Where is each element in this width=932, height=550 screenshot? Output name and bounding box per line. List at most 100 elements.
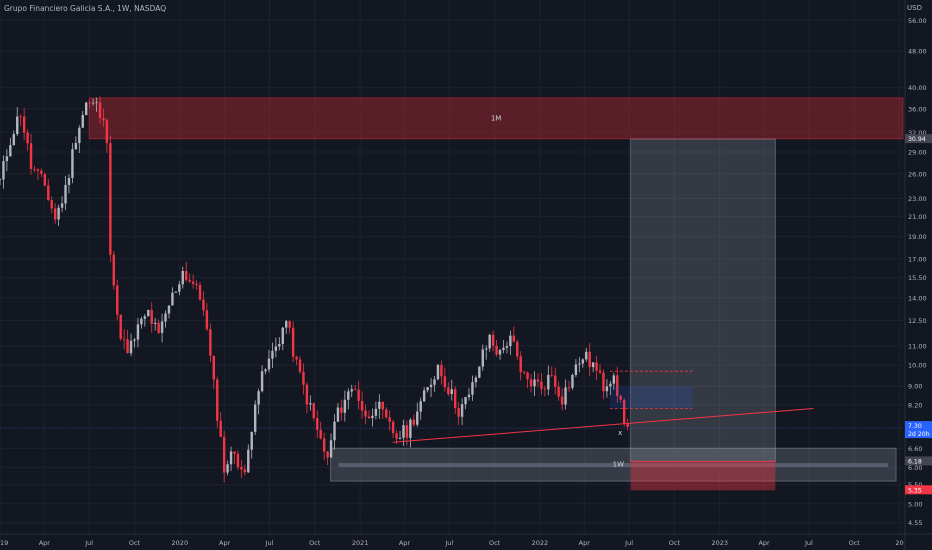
candle-body [350,389,353,392]
candle-body [578,363,581,365]
candle-body [309,403,312,405]
x-tick-label: Oct [489,539,501,547]
candle-body [547,374,550,390]
candle-body [240,467,243,470]
candle-body [326,451,329,458]
y-tick-label: 11.00 [908,343,927,351]
x-tick-label: Oct [849,539,861,547]
y-tick-label: 23.00 [908,195,927,203]
candle-body [209,329,212,356]
candle-body [367,416,371,419]
y-tick-label: 10.00 [908,362,927,370]
y-tick-label: 48.00 [908,48,927,56]
candle-body [498,350,502,355]
candle-body [391,421,395,434]
candle-body [388,417,391,422]
candle-body [191,281,195,284]
candle-body [433,379,436,385]
candle-body [529,379,533,387]
zone-label: 1W [613,461,624,469]
y-tick-label: 12.50 [908,317,927,325]
candle-body [536,379,540,382]
candle-body [153,322,157,324]
candle-body [453,389,457,409]
candle-body [253,404,257,432]
candle-body [160,321,164,333]
candle-body [374,408,378,416]
price-label-current: 7.30 [908,423,922,430]
candle-body [147,309,150,317]
candle-body [491,334,495,346]
candle-body [291,327,295,357]
candle-body [409,419,412,438]
candle-body [181,271,184,285]
candle-body [285,321,288,328]
candle-body [22,116,26,133]
y-tick-label: 26.00 [908,170,927,178]
y-tick-label: 36.00 [908,105,927,113]
candle-body [305,384,309,405]
candle-body [505,346,509,348]
candle-body [157,322,160,333]
candle-body [557,386,560,397]
currency-label: USD [907,4,922,12]
candle-body [602,372,605,392]
candle-body [488,334,491,349]
candle-body [357,389,360,401]
price-label-bg-stop [905,485,932,495]
candle-body [64,184,67,204]
candle-body [19,116,22,118]
candle-body [353,389,357,391]
x-tick-label: Apr [758,539,770,547]
candle-body [222,436,226,473]
candle-body [143,316,147,319]
candle-body [440,364,443,377]
candle-body [509,335,512,347]
candle-body [150,309,153,324]
y-tick-label: 21.00 [908,213,927,221]
zone-1m [88,97,904,140]
candle-body [164,313,167,322]
candle-body [516,341,519,357]
candle-body [302,371,305,385]
candle-body [395,433,398,439]
candle-body [343,399,347,413]
candle-body [316,418,319,430]
candle-body [364,410,367,417]
candle-body [616,375,619,396]
candle-body [416,411,419,425]
annotation-x: x [618,429,622,437]
trendline [392,408,814,443]
candle-body [178,284,181,292]
candle-body [250,431,253,450]
candle-body [381,401,384,410]
position-stop-zone [630,461,776,491]
candle-body [612,375,616,384]
candle-body [233,451,236,454]
candle-body [574,364,578,375]
price-label-target: 30.94 [908,136,926,143]
candle-body [481,349,484,367]
y-tick-label: 9.00 [908,383,922,391]
candle-body [333,421,336,441]
candle-body [298,359,302,372]
candle-body [47,185,50,200]
candle-layer [0,96,629,483]
candle-body [264,369,267,372]
candle-body [2,161,5,180]
y-tick-label: 29.00 [908,149,927,157]
x-tick-label: 2023 [711,539,728,547]
candle-body [171,292,174,306]
candle-body [312,403,316,419]
candle-body [405,425,409,438]
y-tick-label: 32.00 [908,129,927,137]
candle-body [247,449,250,473]
price-label-entry: 6.18 [908,458,922,465]
candle-body [219,420,222,437]
entry-zone-box [609,386,693,409]
candle-body [419,401,422,412]
price-label-countdown: 2d 20h [908,431,930,438]
candle-body [119,314,122,339]
